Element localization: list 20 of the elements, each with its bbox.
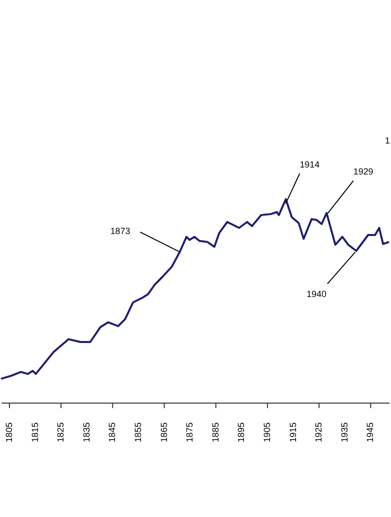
annotation: 1929 [353,166,374,177]
x-tick-label: 1935 [339,422,350,442]
x-tick-label: 1805 [4,422,14,442]
x-tick-label: 1895 [236,422,246,442]
x-tick-label: 1835 [81,422,92,442]
x-tick-label: 1945 [365,422,376,442]
annotation: 1873 [110,226,130,236]
x-tick-label: 1865 [158,422,169,442]
x-tick-label: 1925 [314,422,324,442]
x-tick-label: 1855 [132,422,143,442]
x-tick-label: 1905 [262,422,272,442]
annotation: 1940 [306,288,326,299]
x-tick-label: 1915 [288,422,298,442]
x-tick-label: 1885 [210,422,220,442]
text: 1 [385,136,390,146]
annotation: 1914 [300,160,320,170]
x-tick-label: 1845 [107,422,118,442]
x-tick-label: 1875 [184,422,195,442]
x-tick-label: 1825 [56,422,66,442]
x-tick-label: 1815 [30,422,40,442]
